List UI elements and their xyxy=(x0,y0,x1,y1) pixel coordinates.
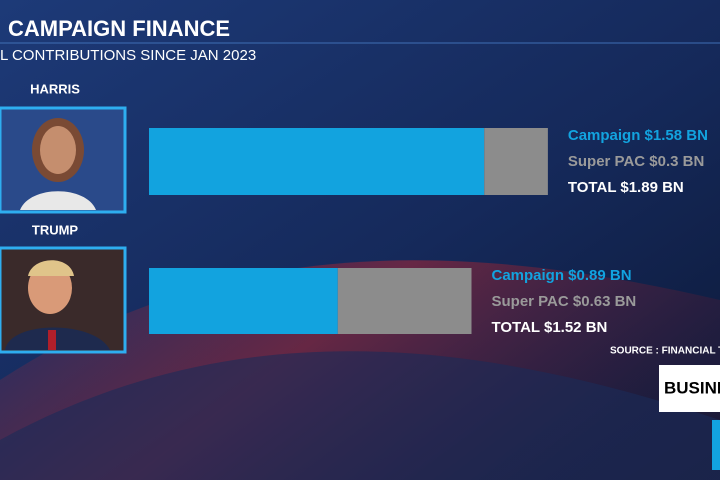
value-label: Super PAC $0.63 BN xyxy=(491,293,636,310)
bar-segment xyxy=(149,128,485,195)
value-label: Campaign $1.58 BN xyxy=(568,127,708,144)
bar-segment xyxy=(484,128,548,195)
harris-photo xyxy=(0,106,127,214)
trump-photo xyxy=(0,246,127,354)
value-label: Super PAC $0.3 BN xyxy=(568,153,704,170)
value-label: Campaign $0.89 BN xyxy=(491,267,631,284)
building-shade xyxy=(0,351,720,480)
total-label: TOTAL $1.52 BN xyxy=(491,319,607,336)
bar-segment xyxy=(149,268,338,334)
total-label: TOTAL $1.89 BN xyxy=(568,179,684,196)
chart-title: CAMPAIGN FINANCE xyxy=(8,16,230,41)
logo-box xyxy=(659,365,720,412)
chart-subtitle: L CONTRIBUTIONS SINCE JAN 2023 xyxy=(0,47,256,64)
logo: BUSINESS xyxy=(664,378,720,397)
bar-segment xyxy=(337,268,472,334)
logo-strip xyxy=(712,420,720,470)
source: SOURCE : FINANCIAL TIMES xyxy=(610,346,720,357)
category-label: HARRIS xyxy=(30,81,80,96)
category-label: TRUMP xyxy=(32,222,79,237)
